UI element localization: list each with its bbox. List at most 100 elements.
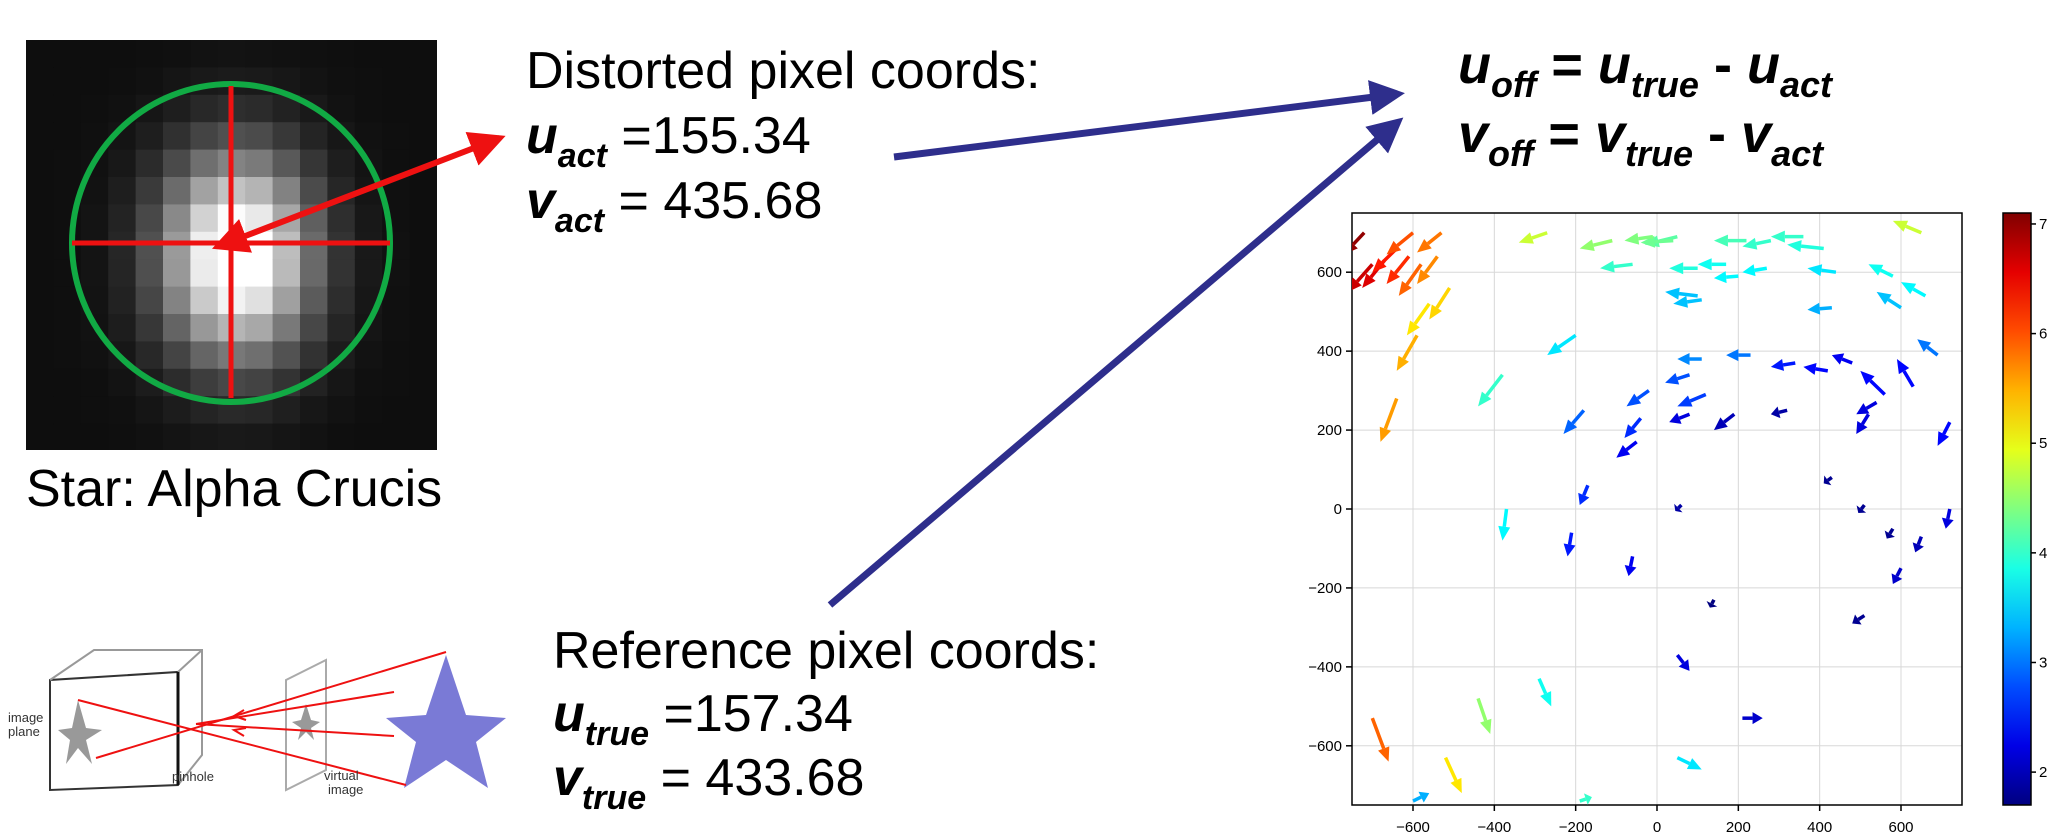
u-act-symbol: u: [1746, 35, 1780, 95]
v-true-symbol: v: [1594, 104, 1625, 164]
star-pixel: [26, 94, 54, 123]
distortion-vector: [1905, 224, 1923, 235]
u-symbol: u: [553, 685, 585, 743]
y-tick-label: −600: [1308, 738, 1342, 755]
star-pixel: [26, 204, 54, 233]
star-pixel: [53, 423, 82, 450]
distortion-vector-head: [1726, 349, 1739, 362]
distortion-vector-head: [1831, 353, 1845, 365]
distortion-vector-head: [1787, 240, 1802, 253]
distortion-vector: [1435, 287, 1452, 309]
distortion-vector-head: [1807, 264, 1823, 277]
star-pixel: [26, 259, 54, 288]
distortion-vector-head: [1752, 712, 1763, 725]
distortion-vector: [1654, 238, 1674, 244]
distortion-vector-head: [1540, 691, 1552, 707]
star-pixel: [26, 423, 54, 450]
colorbar: [2002, 212, 2032, 806]
distortion-vector-head: [1624, 232, 1640, 245]
distortion-vector-head: [1665, 287, 1680, 300]
u-subscript: true: [584, 715, 649, 753]
distortion-vector-head: [1406, 320, 1420, 336]
u-symbol: u: [526, 107, 558, 165]
distortion-vector: [1579, 797, 1587, 803]
light-ray-mid1: [195, 691, 395, 725]
y-tick-label: 200: [1317, 422, 1342, 439]
u-act-value: =155.34: [621, 107, 811, 165]
star-pixel: [26, 122, 54, 151]
u-offset-equation: uoff = utrue - uact: [1458, 38, 1832, 103]
distortion-vector-head: [1386, 240, 1402, 255]
distortion-vector-head: [1579, 239, 1595, 252]
distortion-vector-head: [1770, 230, 1785, 243]
distortion-vector-head: [1876, 291, 1892, 305]
distortion-vector-head: [1674, 503, 1683, 513]
distortion-vector: [1676, 756, 1691, 766]
star-pixel: [135, 40, 164, 68]
distortion-vector-head: [1626, 393, 1642, 407]
v-symbol: v: [526, 172, 555, 230]
star-pixel: [190, 423, 219, 450]
y-tick-label: −200: [1308, 580, 1342, 597]
star-pixel: [26, 286, 54, 315]
y-tick-label: 600: [1317, 264, 1342, 281]
distortion-vector: [1755, 238, 1772, 246]
v-true-subscript: true: [1625, 133, 1694, 174]
star-pixel: [327, 423, 356, 450]
y-tick-label: −400: [1308, 659, 1342, 676]
distortion-vector-head: [1616, 445, 1631, 458]
u-act-subscript: act: [1779, 64, 1832, 105]
distortion-vector-head: [1868, 264, 1884, 276]
x-tick-label: 200: [1726, 819, 1751, 835]
distortion-vector-head: [1418, 791, 1430, 803]
equals-sign: =: [1551, 35, 1583, 95]
distortion-vector-head: [1669, 262, 1684, 275]
distortion-vector: [1686, 298, 1702, 304]
distortion-vector-head: [1518, 232, 1534, 244]
u-true-subscript: true: [1630, 64, 1699, 105]
light-ray-mid2: [195, 723, 395, 737]
distortion-vector: [1859, 503, 1866, 511]
star-pixel: [409, 368, 437, 397]
reference-heading: Reference pixel coords:: [553, 622, 1100, 680]
distortion-vector-head: [1396, 355, 1409, 371]
distortion-vector: [1857, 614, 1866, 621]
distortion-vector: [1557, 333, 1577, 349]
distortion-vector: [1383, 397, 1399, 430]
distortion-vector: [1778, 408, 1788, 415]
reference-u-line: utrue =157.34: [553, 688, 853, 751]
distortion-vector-head: [1478, 391, 1492, 407]
distortion-vector-head: [1896, 359, 1910, 375]
star-pixel: [409, 423, 437, 450]
distortion-vector: [1916, 535, 1923, 546]
pinhole-camera-diagram: image plane pinhole virtual image: [8, 649, 506, 797]
distortion-vector-head: [1624, 565, 1637, 577]
distortion-vector-head: [1498, 525, 1511, 541]
distortion-vector-head: [1583, 793, 1592, 805]
distortion-vector: [1592, 238, 1613, 247]
object-star-icon: [386, 655, 506, 788]
x-tick-label: −400: [1477, 819, 1511, 835]
ray-arrowhead-1: [231, 709, 247, 721]
star-pixel: [409, 286, 437, 315]
distortion-vector-head: [1803, 362, 1817, 375]
star-pixel: [26, 177, 54, 205]
distortion-vector: [1531, 231, 1548, 240]
distortion-vector: [1821, 268, 1837, 274]
distortion-vector: [1426, 231, 1443, 246]
distortion-vector: [1355, 263, 1374, 283]
star-pixel: [354, 423, 383, 450]
distortion-vector-head: [1677, 395, 1693, 407]
star-pixel: [245, 423, 274, 450]
u-subscript: act: [557, 137, 607, 175]
distorted-heading: Distorted pixel coords:: [526, 42, 1041, 100]
star-pixel: [26, 368, 54, 397]
distortion-vector: [1537, 677, 1548, 695]
star-pixel: [409, 94, 437, 123]
u-off-symbol: u: [1458, 35, 1491, 95]
distortion-vector: [1502, 508, 1509, 527]
x-tick-label: 400: [1807, 819, 1832, 835]
ray-arrowhead-2: [231, 727, 247, 737]
distortion-vector: [1819, 305, 1833, 311]
distortion-vector: [1689, 392, 1707, 403]
